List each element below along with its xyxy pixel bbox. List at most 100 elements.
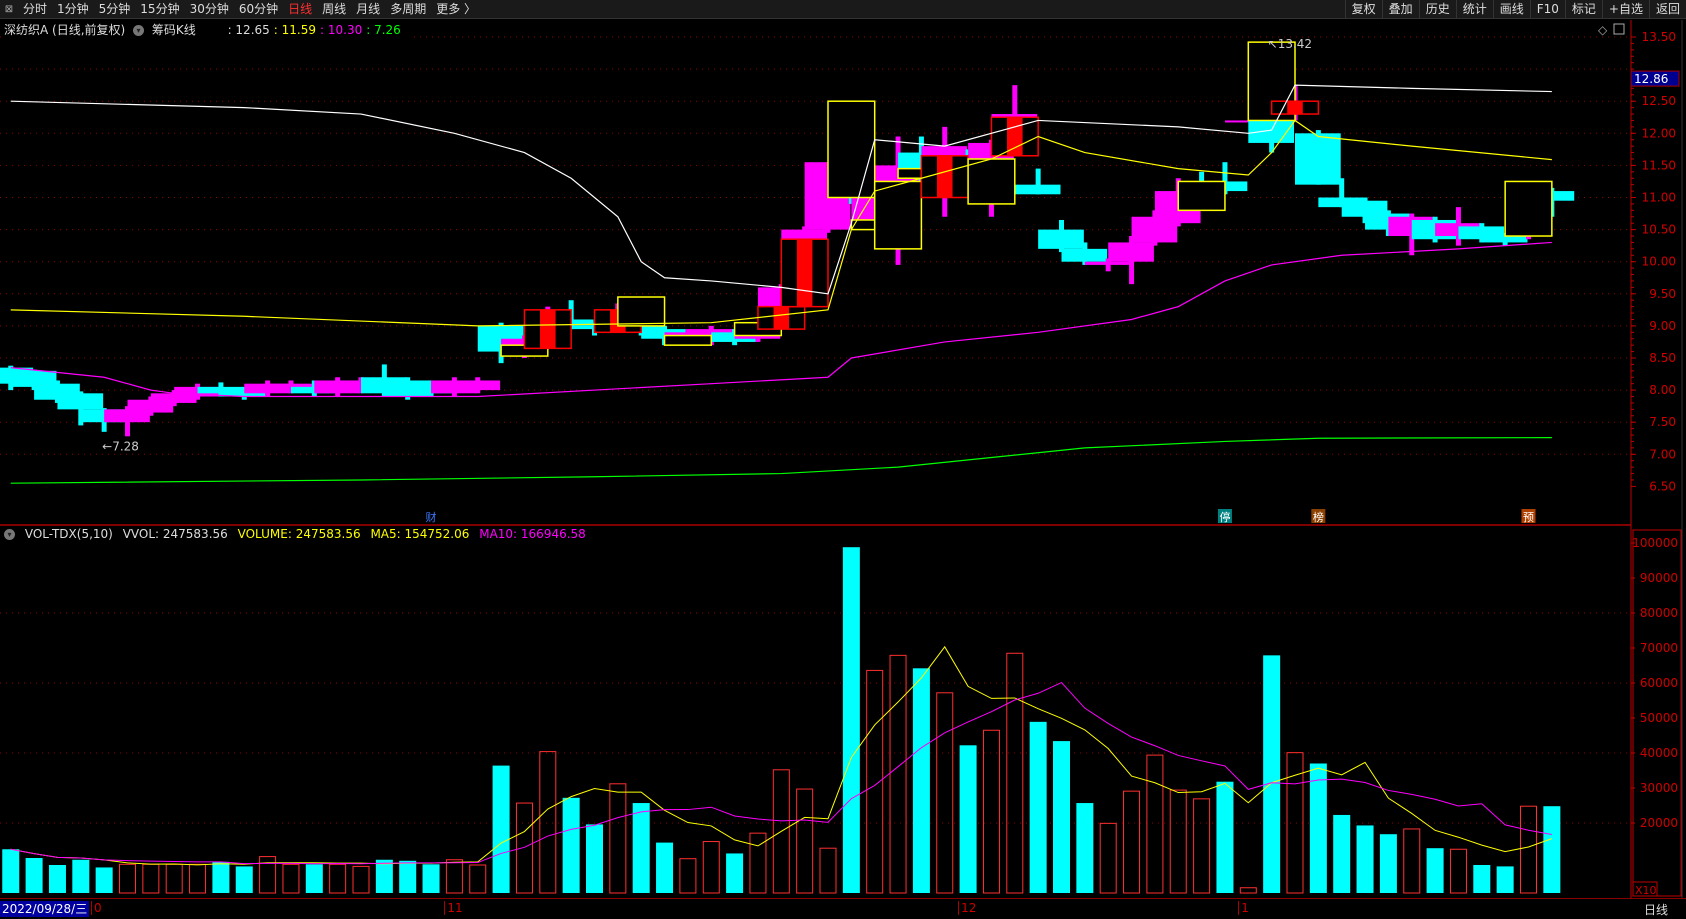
ma5-value: MA5: 154752.06 [370,527,470,541]
volume-bar [95,867,113,893]
cost-line [10,437,1552,484]
period-toolbar: ⊠ 分时 1分钟 5分钟 15分钟 30分钟 60分钟 日线 周线 月线 多周期 更多 〉 复权 叠加… [0,0,1686,19]
volume-tick-label: 20000 [1640,816,1678,830]
volume-bar [119,863,136,894]
candle-body [641,329,687,339]
event-marker: 财 [426,510,437,524]
weekly-box [1504,180,1553,237]
indicator-name[interactable]: 筹码K线 [151,23,196,37]
volume-bar [1169,789,1187,894]
tab-3[interactable]: 15分钟 [140,1,180,16]
tab-5[interactable]: 60分钟 [238,1,279,16]
toolbar-button-1[interactable]: 叠加 [1381,0,1419,19]
kline-chart[interactable]: 13.50 12.50 12.00 11.50 11.00 10.50 10.00 9.50 9… [0,0,1686,898]
price-tick-label: 10.00 [1642,255,1676,269]
toolbar-button-5[interactable]: F10 [1529,0,1565,19]
tab-7[interactable]: 周线 [322,1,347,16]
volume-bar [866,669,884,894]
event-marker: 榜 [1313,510,1324,524]
toolbar-button-6[interactable]: 标记 [1564,0,1602,19]
volume-bar [842,547,860,893]
marker-badge [1311,509,1326,523]
candle-body [454,380,501,391]
volume-tick-label: 30000 [1640,781,1678,795]
candle-body [10,370,57,387]
volume-bar [772,769,790,894]
volume-bar [1356,825,1374,893]
vol-indicator-name[interactable]: VOL-TDX(5,10) [24,527,113,541]
volume-tick-label: 90000 [1640,571,1678,585]
candle-body [1061,248,1108,262]
volume-bar [259,856,277,894]
candle-body [1295,133,1341,185]
volume-bar [982,729,1000,894]
volume-tick-label: 60000 [1640,676,1678,690]
volume-bar [1449,848,1467,894]
candle-body [1038,229,1084,249]
dropdown-icon[interactable]: ▾ [133,25,145,36]
volume-ma-line [10,681,1552,865]
toolbar-button-0[interactable]: 复权 [1344,0,1382,19]
candle-body [711,332,757,342]
volume-bar [1496,866,1514,893]
volume-ma-line [10,645,1553,866]
volume-tick-label: 40000 [1640,746,1678,760]
candle-body [267,383,314,391]
tab-10[interactable]: 更多 〉 [436,1,477,16]
price-tick-label: 7.50 [1649,415,1676,429]
volume-bar [889,654,907,894]
tab-8[interactable]: 月线 [356,1,381,16]
volume-bar [329,863,347,894]
dropdown-icon[interactable]: ▾ [4,529,15,540]
candle-body [1481,236,1528,243]
stock-name: 深纺织A (日线,前复权) [4,23,126,37]
tab-6[interactable]: 日线 [288,1,313,16]
volume-value: VOLUME: 247583.56 [237,527,361,541]
volume-bar [399,860,417,893]
current-price-tag [1630,70,1680,87]
volume-tick-label: 100000 [1632,536,1678,550]
chart-title: 深纺织A (日线,前复权) ▾ 筹码K线 : 12.65: 11.59: 10.… [4,21,409,38]
volume-bar [235,866,253,893]
tab-4[interactable]: 30分钟 [189,1,229,16]
volume-bar [1286,752,1304,894]
price-tick-label: 11.00 [1642,191,1676,205]
menu-icon[interactable]: ⊠ [4,3,14,15]
tab-1[interactable]: 1分钟 [57,1,89,16]
volume-bar [282,863,300,894]
candle-body [244,383,290,394]
panel-toggle-icon [1613,23,1625,35]
volume-bar [1239,887,1257,894]
weekly-box [1177,180,1226,212]
price-tick-label: 12.00 [1642,126,1676,140]
volume-unit: X10 [1635,884,1657,897]
volume-bar [796,788,814,894]
weekly-box-body [1287,101,1303,115]
toolbar-button-3[interactable]: 统计 [1455,0,1493,19]
cost-value: : 11.59 [273,23,316,37]
volume-bar [912,668,930,893]
event-marker: 停 [1219,510,1230,524]
price-tick-label: 8.00 [1649,383,1676,397]
vvol-value: VVOL: 247583.56 [122,527,228,541]
volume-bar [1053,741,1070,893]
volume-bar [375,859,393,893]
volume-bar [702,841,720,894]
candle-body [174,386,220,397]
toolbar-button-7[interactable]: +自选 [1601,0,1649,19]
tab-9[interactable]: 多周期 [390,1,427,16]
high-price-label: ↖13.42 [1268,37,1312,51]
volume-bar [492,765,510,893]
toolbar-button-2[interactable]: 历史 [1418,0,1456,19]
volume-bar [1006,652,1024,894]
current-price-label: 12.86 [1634,72,1668,86]
tab-0[interactable]: 分时 [23,1,48,16]
volume-tick-label: 80000 [1640,606,1678,620]
volume-bar [1123,790,1141,894]
candle-body [1084,261,1131,265]
volume-bar [1426,848,1444,893]
toolbar-button-8[interactable]: 返回 [1648,0,1686,19]
tab-2[interactable]: 5分钟 [98,1,131,16]
volume-bar [632,803,650,893]
toolbar-button-4[interactable]: 画线 [1492,0,1530,19]
